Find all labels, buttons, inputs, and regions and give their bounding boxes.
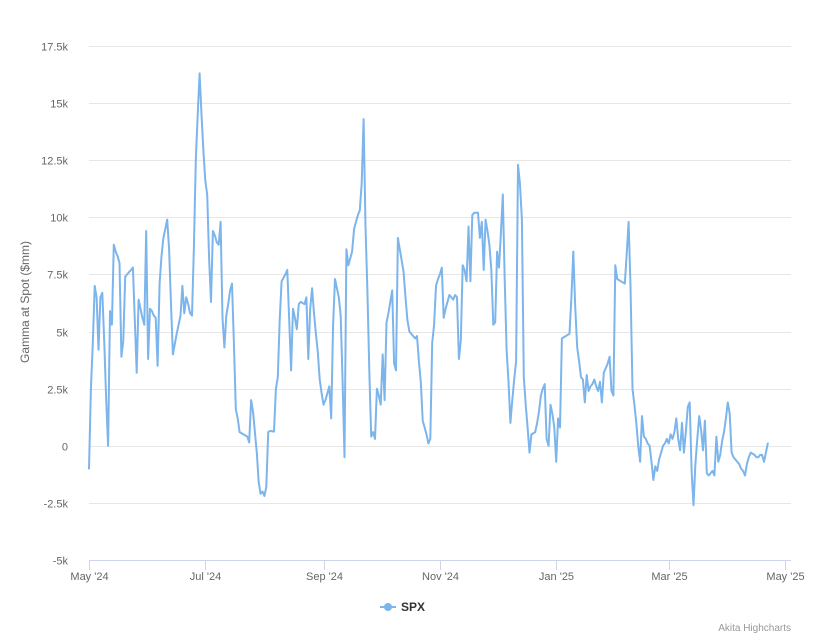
y-axis-title: Gamma at Spot ($mm) xyxy=(18,241,32,363)
y-tick-label: 10k xyxy=(50,213,68,225)
y-gridlines xyxy=(89,46,791,561)
x-tick-label: Sep '24 xyxy=(306,571,343,583)
y-tick-label: 17.5k xyxy=(41,42,68,54)
x-axis: May '24 Jul '24 Sep '24 Nov '24 Jan '25 Mar '… xyxy=(70,560,805,583)
x-tick-label: May '25 xyxy=(766,571,804,583)
x-tick-label: Jul '24 xyxy=(190,571,221,583)
x-tick-label: Nov '24 xyxy=(422,571,459,583)
y-tick-label: 5k xyxy=(56,328,68,340)
legend[interactable]: SPX xyxy=(380,600,425,614)
y-tick-label: -5k xyxy=(53,556,69,568)
y-tick-label: 2.5k xyxy=(47,385,68,397)
x-tick-label: May '24 xyxy=(70,571,108,583)
y-tick-label: 7.5k xyxy=(47,270,68,282)
legend-marker-icon xyxy=(384,603,392,611)
legend-item-spx[interactable]: SPX xyxy=(401,600,425,614)
y-tick-label: 12.5k xyxy=(41,156,68,168)
y-tick-label: -2.5k xyxy=(44,499,69,511)
x-tick-label: Mar '25 xyxy=(651,571,687,583)
y-tick-label: 15k xyxy=(50,99,68,111)
y-tick-label: 0 xyxy=(62,442,68,454)
y-axis: -5k -2.5k 0 2.5k 5k 7.5k 10k 12.5k 15k 17.5k xyxy=(41,42,68,568)
x-tick-label: Jan '25 xyxy=(539,571,574,583)
series-layer xyxy=(88,72,769,507)
series-line-spx[interactable] xyxy=(88,72,769,507)
credits[interactable]: Akita Highcharts xyxy=(718,623,791,634)
